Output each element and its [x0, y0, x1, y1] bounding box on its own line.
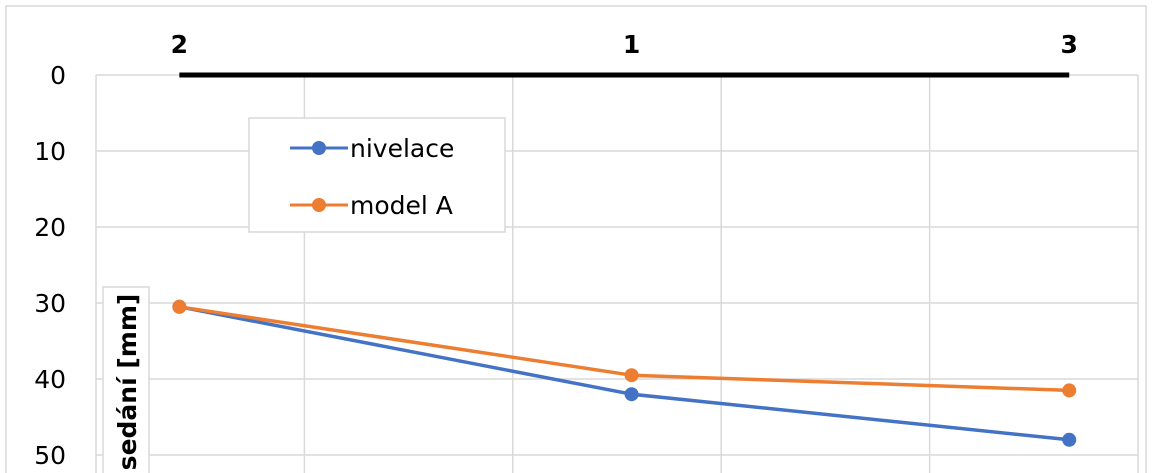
y-tick-label-30: 30	[34, 289, 66, 318]
legend-label-nivelace: nivelace	[350, 134, 454, 163]
y-tick-label-50: 50	[34, 441, 66, 470]
legend: nivelace model A	[248, 117, 506, 233]
y-tick-label-10: 10	[34, 137, 66, 166]
x-tick-label-2: 2	[171, 30, 188, 59]
y-tick-label-20: 20	[34, 213, 66, 242]
legend-box	[248, 117, 506, 233]
data-point-1-0	[172, 299, 187, 314]
data-point-1-2	[1062, 383, 1077, 398]
x-tick-label-1: 1	[623, 30, 640, 59]
y-tick-label-0: 0	[50, 61, 66, 90]
legend-item-nivelace: nivelace	[290, 134, 454, 163]
y-tick-label-40: 40	[34, 365, 66, 394]
x-tick-label-3: 3	[1061, 30, 1078, 59]
chart-border	[5, 5, 1147, 473]
legend-item-model-a: model A	[290, 191, 453, 220]
data-point-0-2	[1062, 432, 1077, 447]
series-lines	[172, 299, 1077, 447]
legend-label-model-a: model A	[350, 191, 453, 220]
data-point-1-1	[624, 368, 639, 383]
y-axis-label-box: sedání [mm]	[102, 286, 150, 473]
y-axis-label: sedání [mm]	[113, 294, 142, 471]
data-point-0-1	[624, 387, 639, 402]
y-tick-labels: 0 10 20 30 40 50	[34, 61, 66, 470]
x-tick-labels: 2 1 3	[171, 30, 1078, 59]
